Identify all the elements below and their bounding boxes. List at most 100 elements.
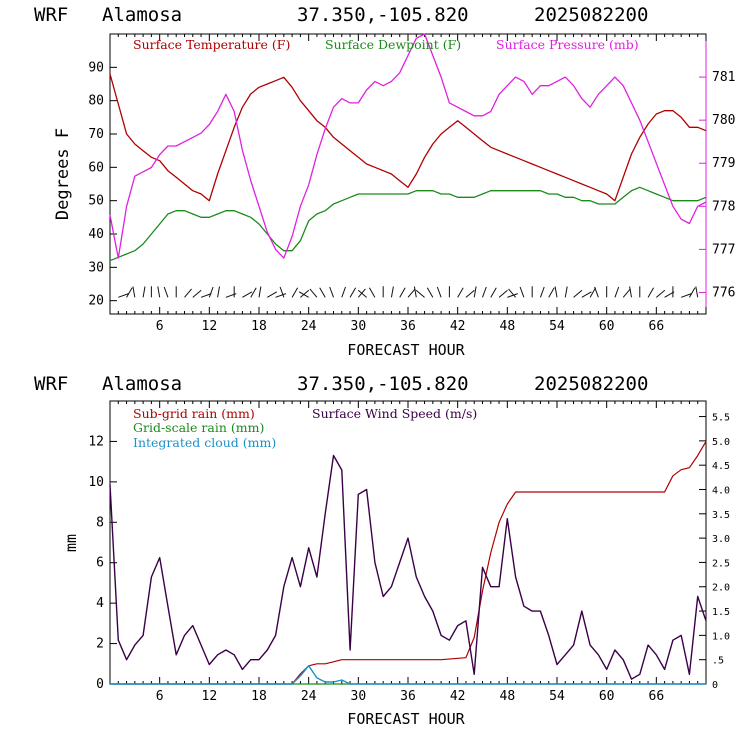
panel2-xtick-label: 6 — [156, 689, 164, 704]
wind-barb — [399, 287, 406, 298]
wind-barb — [508, 288, 516, 298]
temperature-line — [109, 73, 707, 202]
panel1-ytick-label: 20 — [88, 294, 104, 309]
panel2-rtick-label: 5.5 — [712, 413, 730, 424]
panel1-xtick-label: 54 — [549, 319, 565, 334]
panel1-rtick-label: 776 — [712, 285, 735, 300]
wind-barb — [647, 287, 655, 298]
panel2-xtick-label: 54 — [549, 689, 565, 704]
wind-barb — [368, 287, 376, 298]
panel1-ytick-label: 40 — [88, 227, 104, 242]
wind-barb — [349, 287, 357, 298]
panel1-ytick-label: 60 — [88, 160, 104, 175]
panel2-xtick-label: 66 — [649, 689, 665, 704]
panel2-ytick-label: 4 — [96, 596, 104, 611]
panel2-frame — [109, 400, 707, 685]
panel2-ylabel: mm — [62, 534, 80, 552]
wind-barb — [465, 289, 475, 298]
wind-barb — [242, 291, 253, 298]
wind-barb — [341, 286, 346, 298]
panel1-series — [109, 33, 707, 262]
panel2-coords: 37.350,-105.820 — [297, 373, 469, 395]
panel2-legend: Sub-grid rain (mm) Grid-scale rain (mm) … — [133, 406, 477, 450]
wind-barb — [258, 286, 262, 298]
wind-barb — [554, 286, 558, 298]
panel1-frame — [109, 33, 707, 315]
wind-barb — [473, 286, 477, 298]
wind-barb — [407, 288, 416, 298]
wind-barb — [507, 293, 518, 298]
wind-barb — [614, 286, 620, 298]
wind-barb — [126, 287, 133, 298]
wind-barb — [118, 293, 129, 298]
integrated-cloud-line — [110, 665, 706, 685]
panel2-xtick-label: 30 — [351, 689, 367, 704]
wind-barb — [390, 286, 394, 298]
wind-barb — [594, 286, 599, 298]
panel2-ytick-label: 6 — [96, 556, 104, 571]
legend-surface-pressure: Surface Pressure (mb) — [496, 37, 639, 52]
panel1-xtick-label: 12 — [202, 319, 218, 334]
panel1-xtick-label: 6 — [156, 319, 164, 334]
wind-barb — [656, 289, 666, 298]
wind-barb — [200, 293, 212, 298]
panel1-site: Alamosa — [102, 4, 182, 26]
panel1-rtick-label: 781 — [712, 70, 735, 85]
legend-integrated-cloud: Integrated cloud (mm) — [133, 435, 276, 450]
dewpoint-line — [109, 186, 707, 262]
wind-barb — [291, 287, 299, 298]
panel2-xtick-label: 12 — [202, 689, 218, 704]
wind-barb — [622, 288, 631, 298]
panel1-ylabel: Degrees F — [53, 128, 73, 220]
panel1-ytick-label: 30 — [88, 260, 104, 275]
panel2-model: WRF — [34, 373, 68, 395]
wind-barb — [413, 286, 417, 298]
panel1-ytick-label: 90 — [88, 60, 104, 75]
wind-barb — [689, 287, 696, 298]
panel2-ytick-label: 10 — [88, 475, 104, 490]
panel1-ticks: 6 12 18 24 30 36 42 48 54 60 66 20 30 40 50 60 70 80 90 776… — [88, 34, 735, 334]
wind-barb — [300, 289, 310, 298]
wind-barb — [357, 289, 367, 298]
legend-gridscale-rain: Grid-scale rain (mm) — [133, 420, 264, 435]
panel2-rtick-label: 3.5 — [712, 510, 730, 521]
wind-barb — [539, 286, 545, 298]
wind-barb — [184, 288, 192, 298]
panel2-rtick-label: 2.0 — [712, 583, 730, 594]
wind-barb — [426, 287, 434, 298]
panel1-xtick-label: 60 — [599, 319, 615, 334]
panel1-plot-area — [109, 33, 707, 315]
wind-barb — [192, 289, 202, 298]
wind-barb — [457, 287, 464, 298]
legend-surface-dewpoint: Surface Dewpoint (F) — [325, 37, 461, 52]
panel1-xtick-label: 18 — [251, 319, 267, 334]
panel2-ytick-label: 0 — [96, 677, 104, 692]
wind-barb — [267, 291, 278, 298]
wind-barb — [695, 286, 699, 298]
panel2-rtick-label: 0 — [712, 680, 718, 691]
panel2-xtick-label: 18 — [251, 689, 267, 704]
wind-barb — [589, 287, 597, 298]
wind-barb — [573, 289, 583, 298]
panel1-xtick-label: 36 — [400, 319, 416, 334]
wind-barb — [279, 286, 285, 298]
wind-barb — [217, 286, 220, 298]
panel1-wind-barbs — [118, 286, 699, 298]
wind-barb — [490, 287, 497, 298]
wind-barb — [208, 286, 214, 298]
wind-barb — [629, 286, 632, 298]
panel2-ytick-label: 12 — [88, 434, 104, 449]
panel1-xtick-label: 24 — [301, 319, 317, 334]
panel1-xlabel: FORECAST HOUR — [347, 341, 465, 359]
panel2-xtick-label: 36 — [400, 689, 416, 704]
pressure-line — [109, 33, 707, 259]
wind-barb — [482, 286, 487, 298]
wind-barb — [163, 286, 169, 298]
legend-surface-temperature: Surface Temperature (F) — [133, 37, 290, 52]
panel2-rtick-label: .5 — [712, 656, 724, 667]
panel1-xtick-label: 30 — [351, 319, 367, 334]
wind-barb — [298, 291, 309, 298]
wind-barb — [415, 289, 425, 298]
panel1-legend: Surface Temperature (F) Surface Dewpoint… — [133, 37, 639, 52]
